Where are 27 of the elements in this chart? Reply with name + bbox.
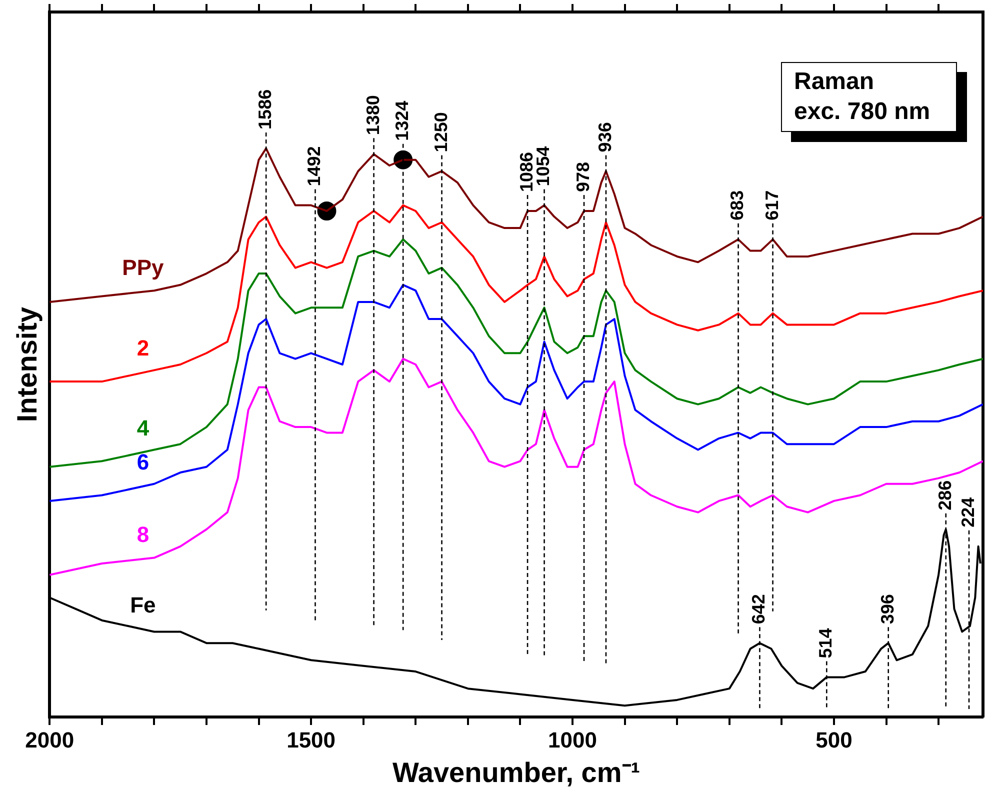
x-tick-label: 1500 [286, 727, 336, 752]
annotation: 1250 [430, 112, 451, 152]
annotation: 978 [572, 162, 593, 192]
annotation: 396 [877, 594, 898, 624]
annotation: 936 [594, 122, 615, 152]
annotation: 617 [762, 190, 782, 220]
annotation: 514 [816, 628, 836, 658]
annotation: 1324 [392, 100, 412, 141]
series-label: 2 [136, 336, 150, 361]
annotation: 642 [748, 594, 769, 624]
series-label: 8 [136, 522, 150, 548]
annotation: 286 [934, 480, 955, 510]
series-label: 6 [136, 449, 150, 474]
x-tick-label: 1000 [548, 727, 597, 752]
annotation: 683 [727, 190, 748, 220]
x-tick-label: 2000 [25, 727, 74, 752]
y-axis-title: Intensity [12, 306, 43, 422]
series-label: Fe [130, 592, 156, 618]
text: Raman exc. 780 nm [794, 67, 932, 127]
annotation: 1492 [304, 146, 324, 186]
annotation: 1380 [362, 95, 383, 136]
series-label: PPy [122, 254, 164, 280]
annotation: 224 [958, 497, 978, 528]
x-tick-label: 500 [816, 727, 852, 752]
series-label: 4 [136, 415, 150, 440]
annotation: 1586 [255, 89, 276, 130]
x-axis-title: Wavenumber, cm⁻¹ [392, 756, 640, 788]
